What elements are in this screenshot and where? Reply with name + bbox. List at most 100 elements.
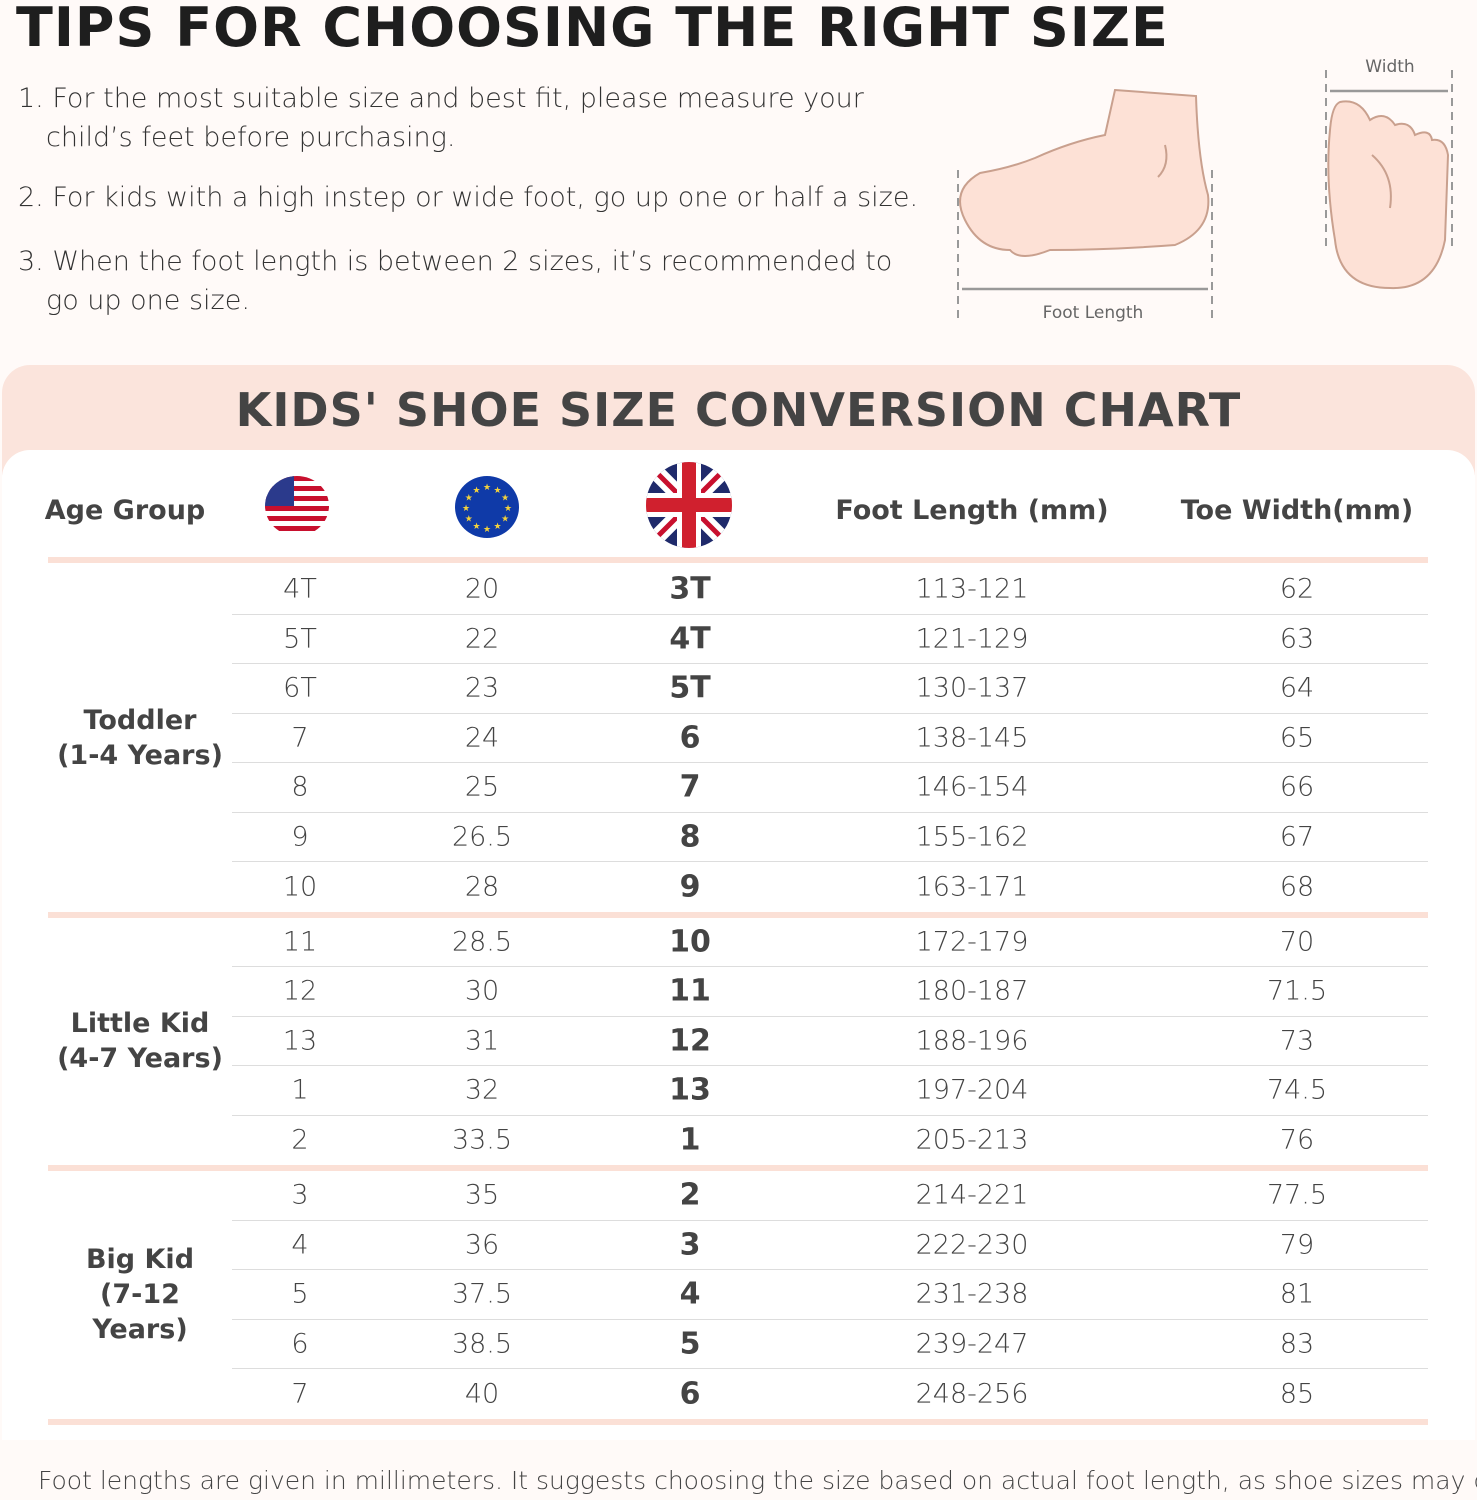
table-row: 5T 22 4T 121-129 63 [232, 615, 1428, 664]
eu-size-cell: 20 [464, 573, 500, 605]
us-size-cell: 5T [283, 623, 317, 655]
table-row: 5 37.5 4 231-238 81 [232, 1270, 1428, 1320]
uk-size-cell: 6 [679, 1376, 701, 1412]
star-icon: ★ [504, 504, 512, 514]
table-row: 4T 20 3T 113-121 62 [232, 565, 1428, 615]
eu-flag-icon: ★★★★★★★★★ ★ ★★ [455, 476, 519, 538]
foot-length-cell: 188-196 [915, 1025, 1029, 1057]
eu-size-cell: 40 [464, 1378, 500, 1410]
uk-size-cell: 5T [669, 670, 711, 706]
header-toe-width: Toe Width(mm) [1180, 495, 1414, 526]
table-row: 8 25 7 146-154 66 [232, 763, 1428, 813]
age-group-label: Big Kid (7-12 Years) [48, 1171, 232, 1419]
star-icon: ★ [501, 494, 509, 504]
foot-length-cell: 113-121 [915, 573, 1029, 605]
table-row: 11 28.5 10 172-179 70 [232, 918, 1428, 967]
tip-text: 2. For kids with a high instep or wide f… [18, 182, 919, 213]
eu-size-cell: 32 [464, 1074, 500, 1106]
tip-text: child’s feet before purchasing. [46, 122, 456, 153]
uk-size-cell: 10 [669, 924, 711, 960]
us-size-cell: 10 [282, 871, 318, 903]
us-size-cell: 2 [291, 1124, 309, 1156]
age-group-label: Toddler (1-4 Years) [48, 565, 232, 912]
uk-size-cell: 4T [669, 621, 711, 657]
tip-text: go up one size. [46, 285, 250, 316]
eu-size-cell: 22 [464, 623, 500, 655]
toe-width-cell: 83 [1279, 1328, 1315, 1360]
star-icon: ★ [462, 504, 470, 514]
width-label: Width [1365, 57, 1414, 77]
table-row: 6 38.5 5 239-247 83 [232, 1320, 1428, 1369]
star-icon: ★ [493, 486, 501, 496]
foot-measurement-illustration: Foot Length Width [957, 57, 1453, 323]
toe-width-cell: 63 [1279, 623, 1315, 655]
age-group-section: Toddler (1-4 Years) 4T 20 3T 113-121 62 5T 22 4T 1… [48, 565, 1428, 918]
toe-width-cell: 71.5 [1266, 975, 1328, 1007]
age-group-text: Big Kid [85, 1244, 195, 1276]
eu-size-cell: 38.5 [451, 1328, 513, 1360]
toe-width-cell: 68 [1279, 871, 1315, 903]
foot-length-cell: 121-129 [915, 623, 1029, 655]
eu-size-cell: 28 [464, 871, 500, 903]
size-table: Toddler (1-4 Years) 4T 20 3T 113-121 62 5T 22 4T 1… [48, 565, 1428, 1425]
foot-length-label: Foot Length [1043, 303, 1144, 323]
us-size-cell: 5 [291, 1278, 309, 1310]
foot-length-cell: 155-162 [915, 821, 1029, 853]
us-size-cell: 11 [282, 926, 318, 958]
uk-size-cell: 2 [679, 1177, 701, 1213]
age-group-label: Little Kid (4-7 Years) [48, 918, 232, 1166]
star-icon: ★ [483, 483, 491, 493]
age-group-text: (7-12 Years) [92, 1279, 188, 1346]
foot-length-cell: 172-179 [915, 926, 1029, 958]
uk-size-cell: 13 [669, 1072, 711, 1108]
uk-size-cell: 4 [679, 1276, 701, 1312]
uk-size-cell: 11 [669, 973, 711, 1009]
star-icon: ★ [501, 515, 509, 525]
uk-size-cell: 7 [679, 769, 701, 805]
table-row: 12 30 11 180-187 71.5 [232, 967, 1428, 1017]
table-row: 7 24 6 138-145 65 [232, 714, 1428, 763]
foot-length-cell: 197-204 [915, 1074, 1029, 1106]
chart-title: KIDS' SHOE SIZE CONVERSION CHART [235, 383, 1242, 437]
us-size-cell: 7 [291, 1378, 309, 1410]
eu-size-cell: 31 [464, 1025, 500, 1057]
star-icon: ★ [465, 515, 473, 525]
us-size-cell: 12 [282, 975, 318, 1007]
toe-width-cell: 67 [1279, 821, 1315, 853]
table-row: 3 35 2 214-221 77.5 [232, 1171, 1428, 1221]
foot-length-cell: 239-247 [915, 1328, 1029, 1360]
eu-size-cell: 37.5 [451, 1278, 513, 1310]
foot-length-cell: 180-187 [915, 975, 1029, 1007]
age-group-text: Toddler [83, 705, 197, 737]
eu-size-cell: 36 [464, 1229, 500, 1261]
us-size-cell: 7 [291, 722, 309, 754]
eu-size-cell: 25 [464, 771, 500, 803]
footnote: Foot lengths are given in millimeters. I… [38, 1466, 1477, 1495]
us-flag-icon [265, 476, 329, 536]
eu-size-cell: 26.5 [451, 821, 513, 853]
us-size-cell: 9 [291, 821, 309, 853]
uk-size-cell: 3T [669, 571, 711, 607]
foot-length-cell: 205-213 [915, 1124, 1029, 1156]
foot-length-cell: 138-145 [915, 722, 1029, 754]
table-row: 1 32 13 197-204 74.5 [232, 1066, 1428, 1116]
eu-size-cell: 33.5 [451, 1124, 513, 1156]
eu-size-cell: 35 [464, 1179, 500, 1211]
uk-size-cell: 1 [679, 1122, 701, 1158]
header-age-group: Age Group [44, 495, 206, 526]
toe-width-cell: 62 [1279, 573, 1315, 605]
toe-width-cell: 66 [1279, 771, 1315, 803]
toe-width-cell: 70 [1279, 926, 1315, 958]
eu-size-cell: 24 [464, 722, 500, 754]
toe-width-cell: 73 [1279, 1025, 1315, 1057]
header-divider [48, 557, 1428, 563]
age-group-section: Little Kid (4-7 Years) 11 28.5 10 172-179 70 12… [48, 918, 1428, 1171]
page-title: TIPS FOR CHOOSING THE RIGHT SIZE [16, 0, 1169, 59]
toe-width-cell: 85 [1279, 1378, 1315, 1410]
tip-text: 3. When the foot length is between 2 siz… [18, 246, 893, 277]
age-group-text: Little Kid [70, 1008, 210, 1040]
tip-3: 3. When the foot length is between 2 siz… [18, 242, 892, 320]
star-icon: ★ [483, 525, 491, 535]
tip-text: 1. For the most suitable size and best f… [18, 83, 864, 114]
toe-width-cell: 64 [1279, 672, 1315, 704]
